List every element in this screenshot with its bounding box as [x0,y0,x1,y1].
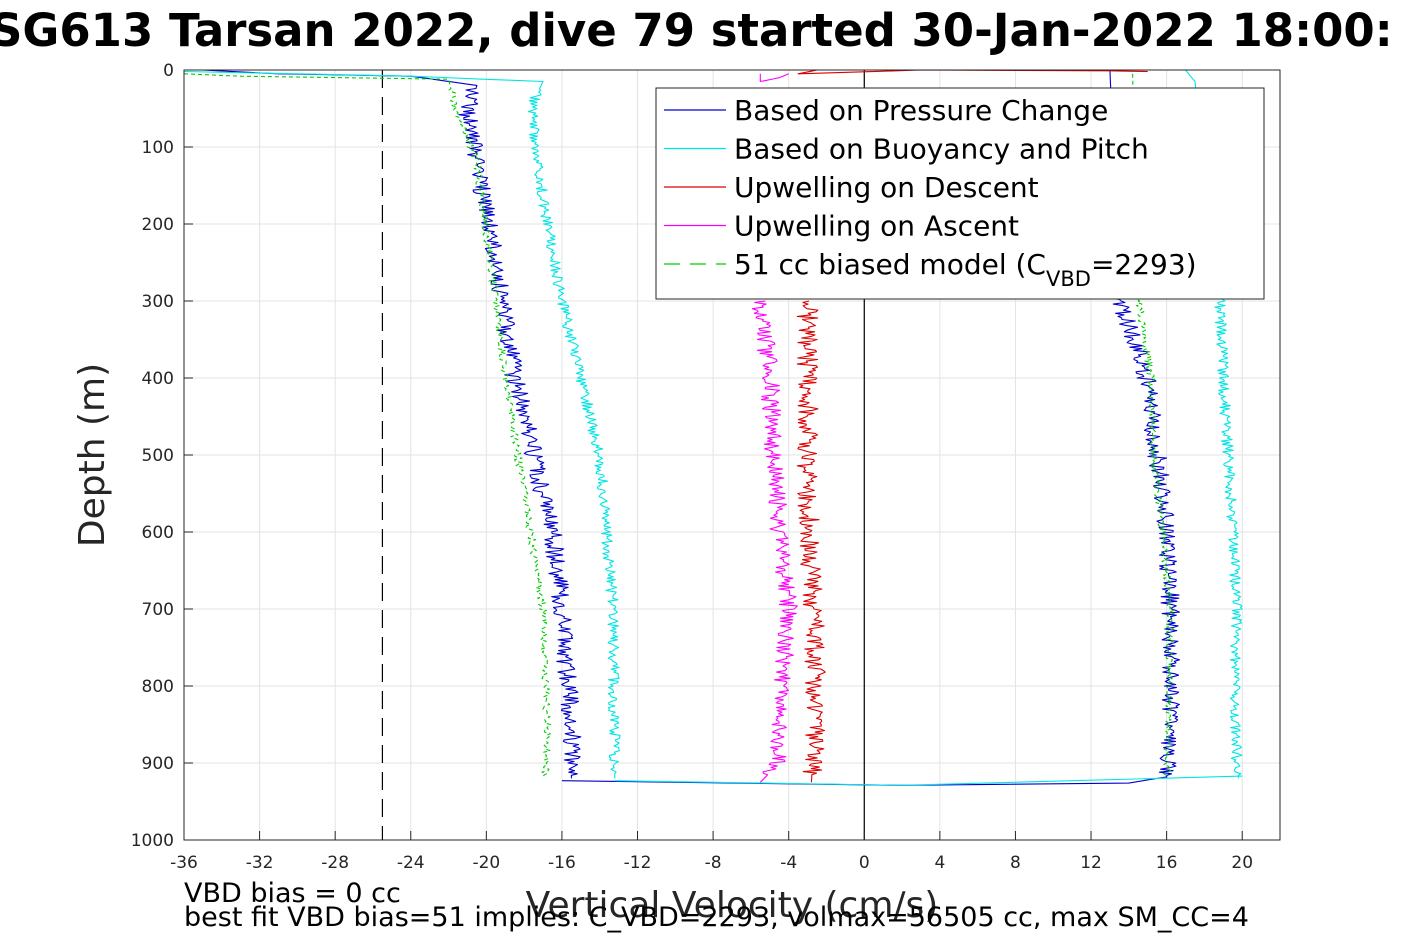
legend-label: Upwelling on Ascent [734,210,1019,243]
y-tick-label: 900 [142,754,174,774]
vbd-bias-note: VBD bias = 0 cc [184,878,401,909]
y-tick-label: 0 [163,61,174,81]
y-axis-ticks: 0 100 200 300 400 500 600 700 800 900 1000 [131,61,193,851]
x-tick-label: 16 [1156,853,1178,873]
y-tick-label: 800 [142,677,174,697]
legend-box [655,87,1265,300]
y-tick-label: 500 [142,446,174,466]
legend: Based on Pressure Change Based on Buoyanc… [655,87,1265,300]
series-line-3-segment-1 [796,300,826,783]
y-tick-label: 300 [142,292,174,312]
legend-label: Based on Buoyancy and Pitch [734,133,1149,166]
x-tick-label: -24 [397,853,425,873]
y-axis-label: Depth (m) [72,363,113,547]
best-fit-note: best fit VBD bias=51 implies: C_VBD=2293… [184,902,1249,933]
x-tick-label: 4 [934,853,945,873]
x-tick-label: 12 [1080,853,1102,873]
x-tick-label: -12 [624,853,652,873]
legend-label: Upwelling on Descent [734,171,1039,204]
chart-title: SG613 Tarsan 2022, dive 79 started 30-Ja… [0,4,1393,57]
x-tick-label: 20 [1231,853,1253,873]
x-tick-label: -4 [780,853,797,873]
series-line-2-segment-1 [184,70,621,779]
y-tick-label: 700 [142,600,174,620]
x-tick-label: -16 [548,853,576,873]
x-tick-label: -20 [472,853,500,873]
x-axis-ticks: -36 -32 -28 -24 -20 -16 -12 -8 -4 0 4 8 12 16 20 [170,831,1253,873]
series-line-5-segment-1 [184,73,552,779]
y-tick-label: 100 [142,138,174,158]
x-tick-label: -28 [321,853,349,873]
series-line-3-segment-2 [797,70,1148,75]
series-line-4-segment-1 [751,300,798,783]
x-axis-label: Vertical Velocity (cm/s) [526,885,939,926]
x-tick-label: -8 [705,853,722,873]
x-tick-label: -32 [246,853,274,873]
x-tick-label: 8 [1010,853,1021,873]
y-tick-label: 1000 [131,831,174,851]
y-tick-label: 400 [142,369,174,389]
y-tick-label: 600 [142,523,174,543]
legend-label: Based on Pressure Change [734,94,1108,127]
series-line-4-segment-2 [759,73,789,83]
series-line-1-segment-1 [202,70,582,779]
y-tick-label: 200 [142,215,174,235]
buoyancy-bottom-turn-line [614,775,1243,786]
x-tick-label: 0 [859,853,870,873]
series-line-5-segment-2 [1129,73,1175,779]
x-tick-label: -36 [170,853,198,873]
